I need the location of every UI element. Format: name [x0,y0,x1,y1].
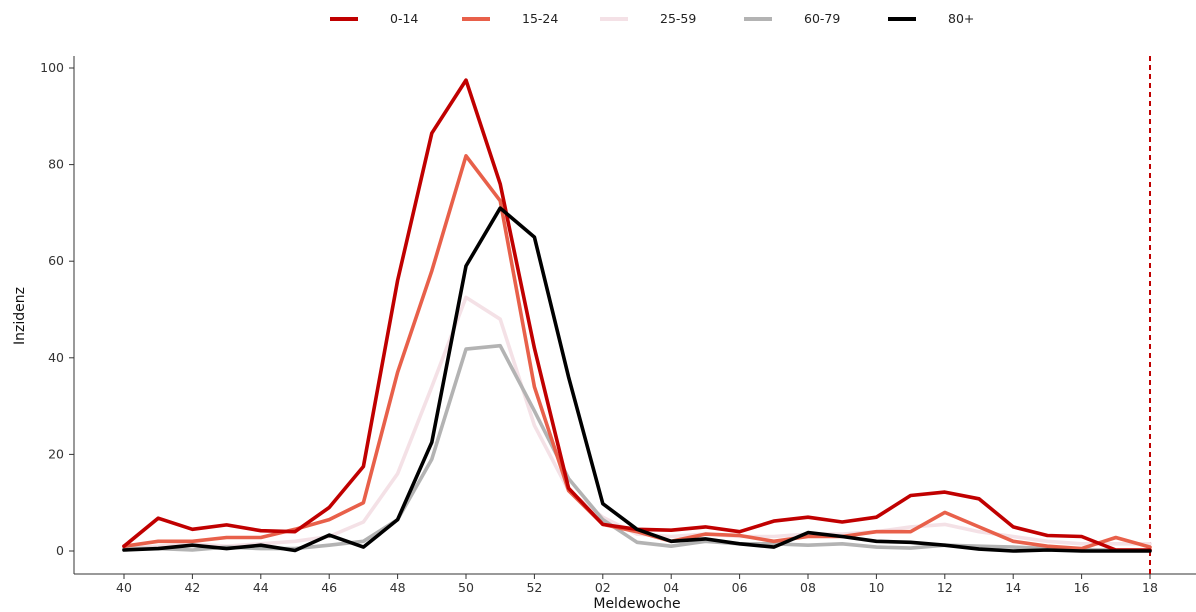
x-tick-label: 12 [937,580,953,595]
x-tick-label: 44 [253,580,269,595]
y-tick-label: 60 [48,253,64,268]
x-tick-label: 48 [390,580,406,595]
y-tick-label: 20 [48,446,64,461]
x-tick-label: 40 [116,580,132,595]
x-tick-label: 16 [1074,580,1090,595]
series-line-80+ [122,206,1152,553]
y-tick-label: 80 [48,157,64,172]
x-tick-label: 10 [868,580,884,595]
x-tick-label: 04 [663,580,679,595]
series-line-15-24 [122,154,1152,551]
legend: 0-14 15-24 25-59 60-79 80+ [330,11,974,26]
x-axis-title: Meldewoche [593,596,680,612]
legend-label-0-14: 0-14 [390,11,418,26]
x-tick-label: 02 [595,580,611,595]
legend-label-15-24: 15-24 [522,11,558,26]
x-tick-label: 50 [458,580,474,595]
legend-label-25-59: 25-59 [660,11,696,26]
series-line-0-14 [122,78,1152,552]
y-tick-label: 0 [56,543,64,558]
x-tick-label: 14 [1005,580,1021,595]
y-tick-label: 100 [40,60,64,75]
series-line-25-59 [122,295,1152,551]
x-tick-label: 46 [321,580,337,595]
y-axis-title: Inzidenz [12,287,28,345]
series-layer [122,78,1152,553]
y-tick-label: 40 [48,350,64,365]
x-tick-label: 52 [526,580,542,595]
x-tick-label: 18 [1142,580,1158,595]
x-tick-label: 06 [732,580,748,595]
x-tick-label: 42 [184,580,200,595]
axes: 0 20 40 60 80 100 40 42 44 46 48 50 52 02 04 06 08 10 12 14… [40,56,1196,595]
x-tick-label: 08 [800,580,816,595]
series-line-60-79 [122,343,1152,552]
legend-label-80+: 80+ [948,11,974,26]
legend-label-60-79: 60-79 [804,11,840,26]
